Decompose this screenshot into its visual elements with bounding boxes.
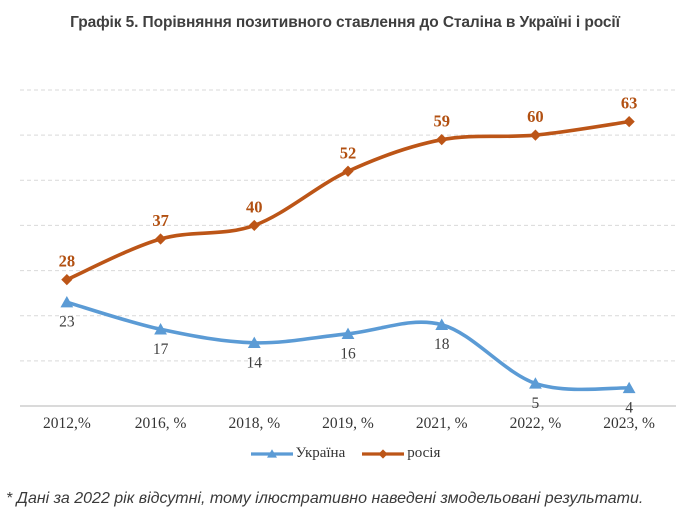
data-label: 17 <box>153 341 169 358</box>
data-label: 52 <box>340 143 357 162</box>
data-label: 23 <box>59 314 75 331</box>
x-axis-label: 2022, % <box>510 415 562 432</box>
data-label: 4 <box>625 399 633 416</box>
x-axis-label: 2023, % <box>603 415 655 432</box>
data-point-marker <box>342 165 354 177</box>
data-point-marker <box>529 377 542 389</box>
x-axis-label: 2018, % <box>228 415 280 432</box>
data-point-marker <box>154 233 167 245</box>
ukraine-line-marker-icon <box>250 448 293 458</box>
data-label: 18 <box>434 336 450 353</box>
x-axis-label: 2012,% <box>43 415 91 432</box>
legend-label-ukraine: Україна <box>295 445 346 461</box>
chart-legend: Україна росія <box>0 445 690 462</box>
data-point-marker <box>435 318 449 330</box>
data-label: 5 <box>532 395 540 412</box>
x-axis-label: 2016, % <box>135 415 187 432</box>
data-point-marker <box>154 323 167 335</box>
data-point-marker <box>529 129 542 141</box>
data-label: 59 <box>433 112 450 131</box>
data-point-marker <box>623 116 635 128</box>
chart-title: Графік 5. Порівняння позитивного ставлен… <box>70 14 620 31</box>
data-label: 16 <box>340 345 356 362</box>
data-label: 37 <box>152 211 169 230</box>
data-label: 14 <box>247 354 263 371</box>
data-label: 40 <box>246 197 263 216</box>
footnote: * Дані за 2022 рік відсутні, тому ілюстр… <box>6 490 644 507</box>
data-label: 63 <box>621 94 638 113</box>
legend-label-russia: росія <box>407 445 441 461</box>
data-label: 28 <box>59 252 76 271</box>
line-chart: 2012,% 2016, % 2018, % 2019, % 2021, % 2022, … <box>0 69 690 439</box>
x-axis-label: 2019, % <box>322 415 374 432</box>
data-point-marker <box>622 381 636 394</box>
legend-item-ukraine: Україна <box>250 445 346 462</box>
data-point-marker <box>248 219 260 232</box>
data-point-marker <box>60 295 74 308</box>
data-label: 60 <box>527 107 544 126</box>
chart-canvas: 2012,% 2016, % 2018, % 2019, % 2021, % 2022, … <box>20 89 676 432</box>
russia-line-marker-icon <box>362 448 405 459</box>
data-point-marker <box>436 134 448 146</box>
data-point-marker <box>61 274 73 286</box>
data-point-marker <box>247 336 261 348</box>
data-point-marker <box>341 327 355 339</box>
legend-item-russia: росія <box>361 445 440 462</box>
x-axis-label: 2021, % <box>416 415 468 432</box>
